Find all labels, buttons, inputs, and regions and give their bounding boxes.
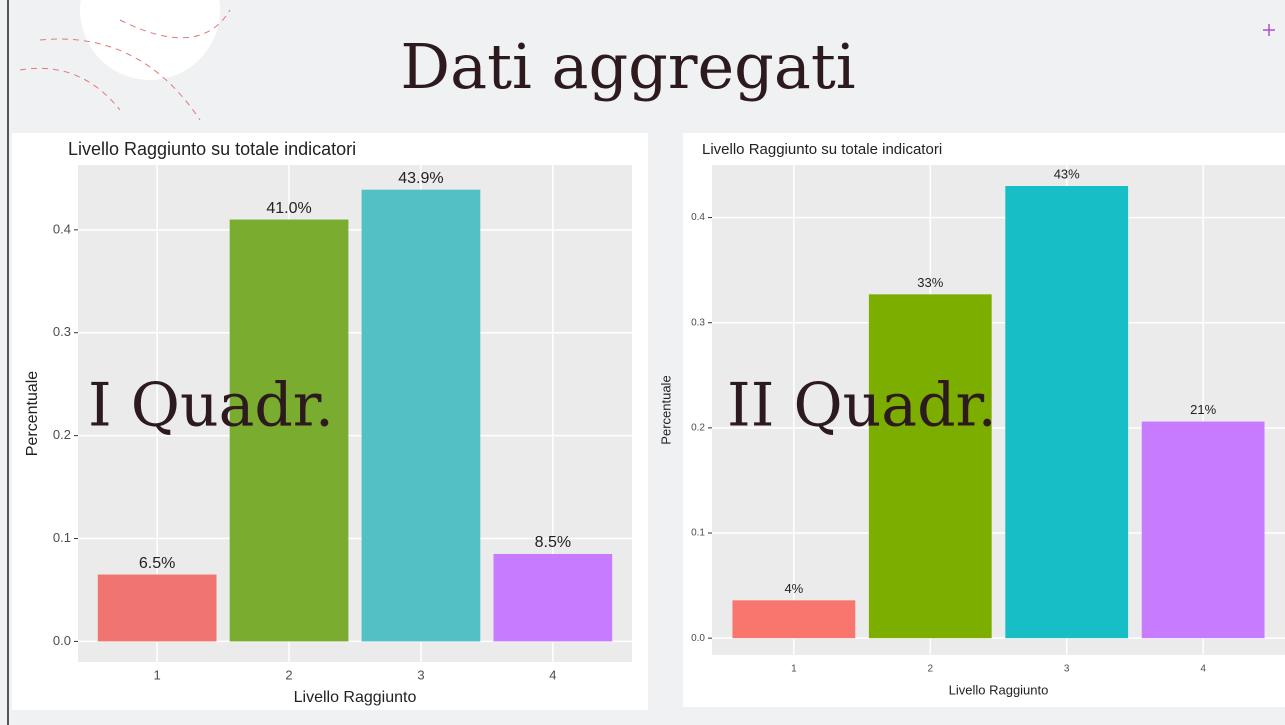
value-label: 43.9% [398, 170, 443, 187]
overlay-label: I Quadr. [88, 371, 334, 441]
value-label: 33% [917, 275, 943, 290]
chart-title: Livello Raggiunto su totale indicatori [702, 141, 942, 158]
slide-title: Dati aggregati [400, 30, 855, 103]
x-axis-label: Livello Raggiunto [294, 689, 417, 706]
value-label: 6.5% [139, 555, 175, 572]
y-tick-label: 0.0 [691, 633, 705, 644]
value-label: 43% [1054, 166, 1080, 181]
value-label: 8.5% [535, 534, 571, 551]
bar [229, 219, 349, 642]
x-axis-label: Livello Raggiunto [949, 682, 1049, 697]
x-tick-label: 1 [154, 667, 161, 682]
decor-circle [80, 0, 220, 80]
x-tick-label: 1 [791, 664, 797, 675]
bar [1005, 186, 1129, 639]
y-axis-label: Percentuale [658, 375, 673, 444]
bar [97, 574, 217, 642]
decor-lines [19, 9, 231, 121]
y-tick-label: 0.2 [691, 423, 705, 434]
decor-plus [1263, 24, 1275, 36]
y-tick-label: 0.1 [691, 528, 705, 539]
x-tick-label: 3 [417, 667, 424, 682]
bar [732, 600, 856, 639]
x-tick-label: 2 [285, 667, 292, 682]
chart-title: Livello Raggiunto su totale indicatori [68, 139, 356, 159]
x-tick-label: 4 [549, 667, 556, 682]
bar [1141, 421, 1265, 639]
y-tick-label: 0.3 [53, 324, 71, 339]
overlay-label: II Quadr. [727, 371, 997, 441]
y-tick-label: 0.4 [53, 221, 71, 236]
x-tick-label: 2 [928, 664, 934, 675]
y-tick-label: 0.1 [53, 530, 71, 545]
bar [493, 553, 613, 642]
bar [361, 189, 481, 642]
value-label: 21% [1190, 402, 1216, 417]
x-tick-label: 3 [1064, 664, 1070, 675]
y-tick-label: 0.0 [53, 633, 71, 648]
value-label: 41.0% [266, 200, 311, 217]
y-axis-label: Percentuale [24, 371, 41, 456]
y-tick-label: 0.2 [53, 427, 71, 442]
y-tick-label: 0.3 [691, 317, 705, 328]
value-label: 4% [784, 581, 803, 596]
bar [868, 294, 992, 639]
x-tick-label: 4 [1200, 664, 1206, 675]
y-tick-label: 0.4 [691, 212, 705, 223]
